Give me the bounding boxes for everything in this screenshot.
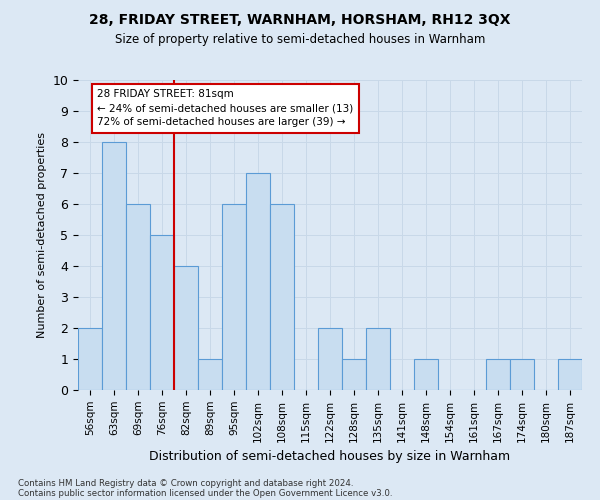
X-axis label: Distribution of semi-detached houses by size in Warnham: Distribution of semi-detached houses by … [149,450,511,463]
Bar [414,359,438,390]
Bar [222,204,246,390]
Bar [558,359,582,390]
Bar [510,359,534,390]
Bar [150,235,174,390]
Y-axis label: Number of semi-detached properties: Number of semi-detached properties [37,132,47,338]
Bar [78,328,102,390]
Text: 28, FRIDAY STREET, WARNHAM, HORSHAM, RH12 3QX: 28, FRIDAY STREET, WARNHAM, HORSHAM, RH1… [89,12,511,26]
Bar [174,266,198,390]
Bar [270,204,294,390]
Text: Contains public sector information licensed under the Open Government Licence v3: Contains public sector information licen… [18,490,392,498]
Bar [366,328,390,390]
Bar [486,359,510,390]
Text: 28 FRIDAY STREET: 81sqm
← 24% of semi-detached houses are smaller (13)
72% of se: 28 FRIDAY STREET: 81sqm ← 24% of semi-de… [97,90,353,128]
Text: Size of property relative to semi-detached houses in Warnham: Size of property relative to semi-detach… [115,32,485,46]
Bar [318,328,342,390]
Bar [126,204,150,390]
Text: Contains HM Land Registry data © Crown copyright and database right 2024.: Contains HM Land Registry data © Crown c… [18,478,353,488]
Bar [342,359,366,390]
Bar [198,359,222,390]
Bar [246,173,270,390]
Bar [102,142,126,390]
